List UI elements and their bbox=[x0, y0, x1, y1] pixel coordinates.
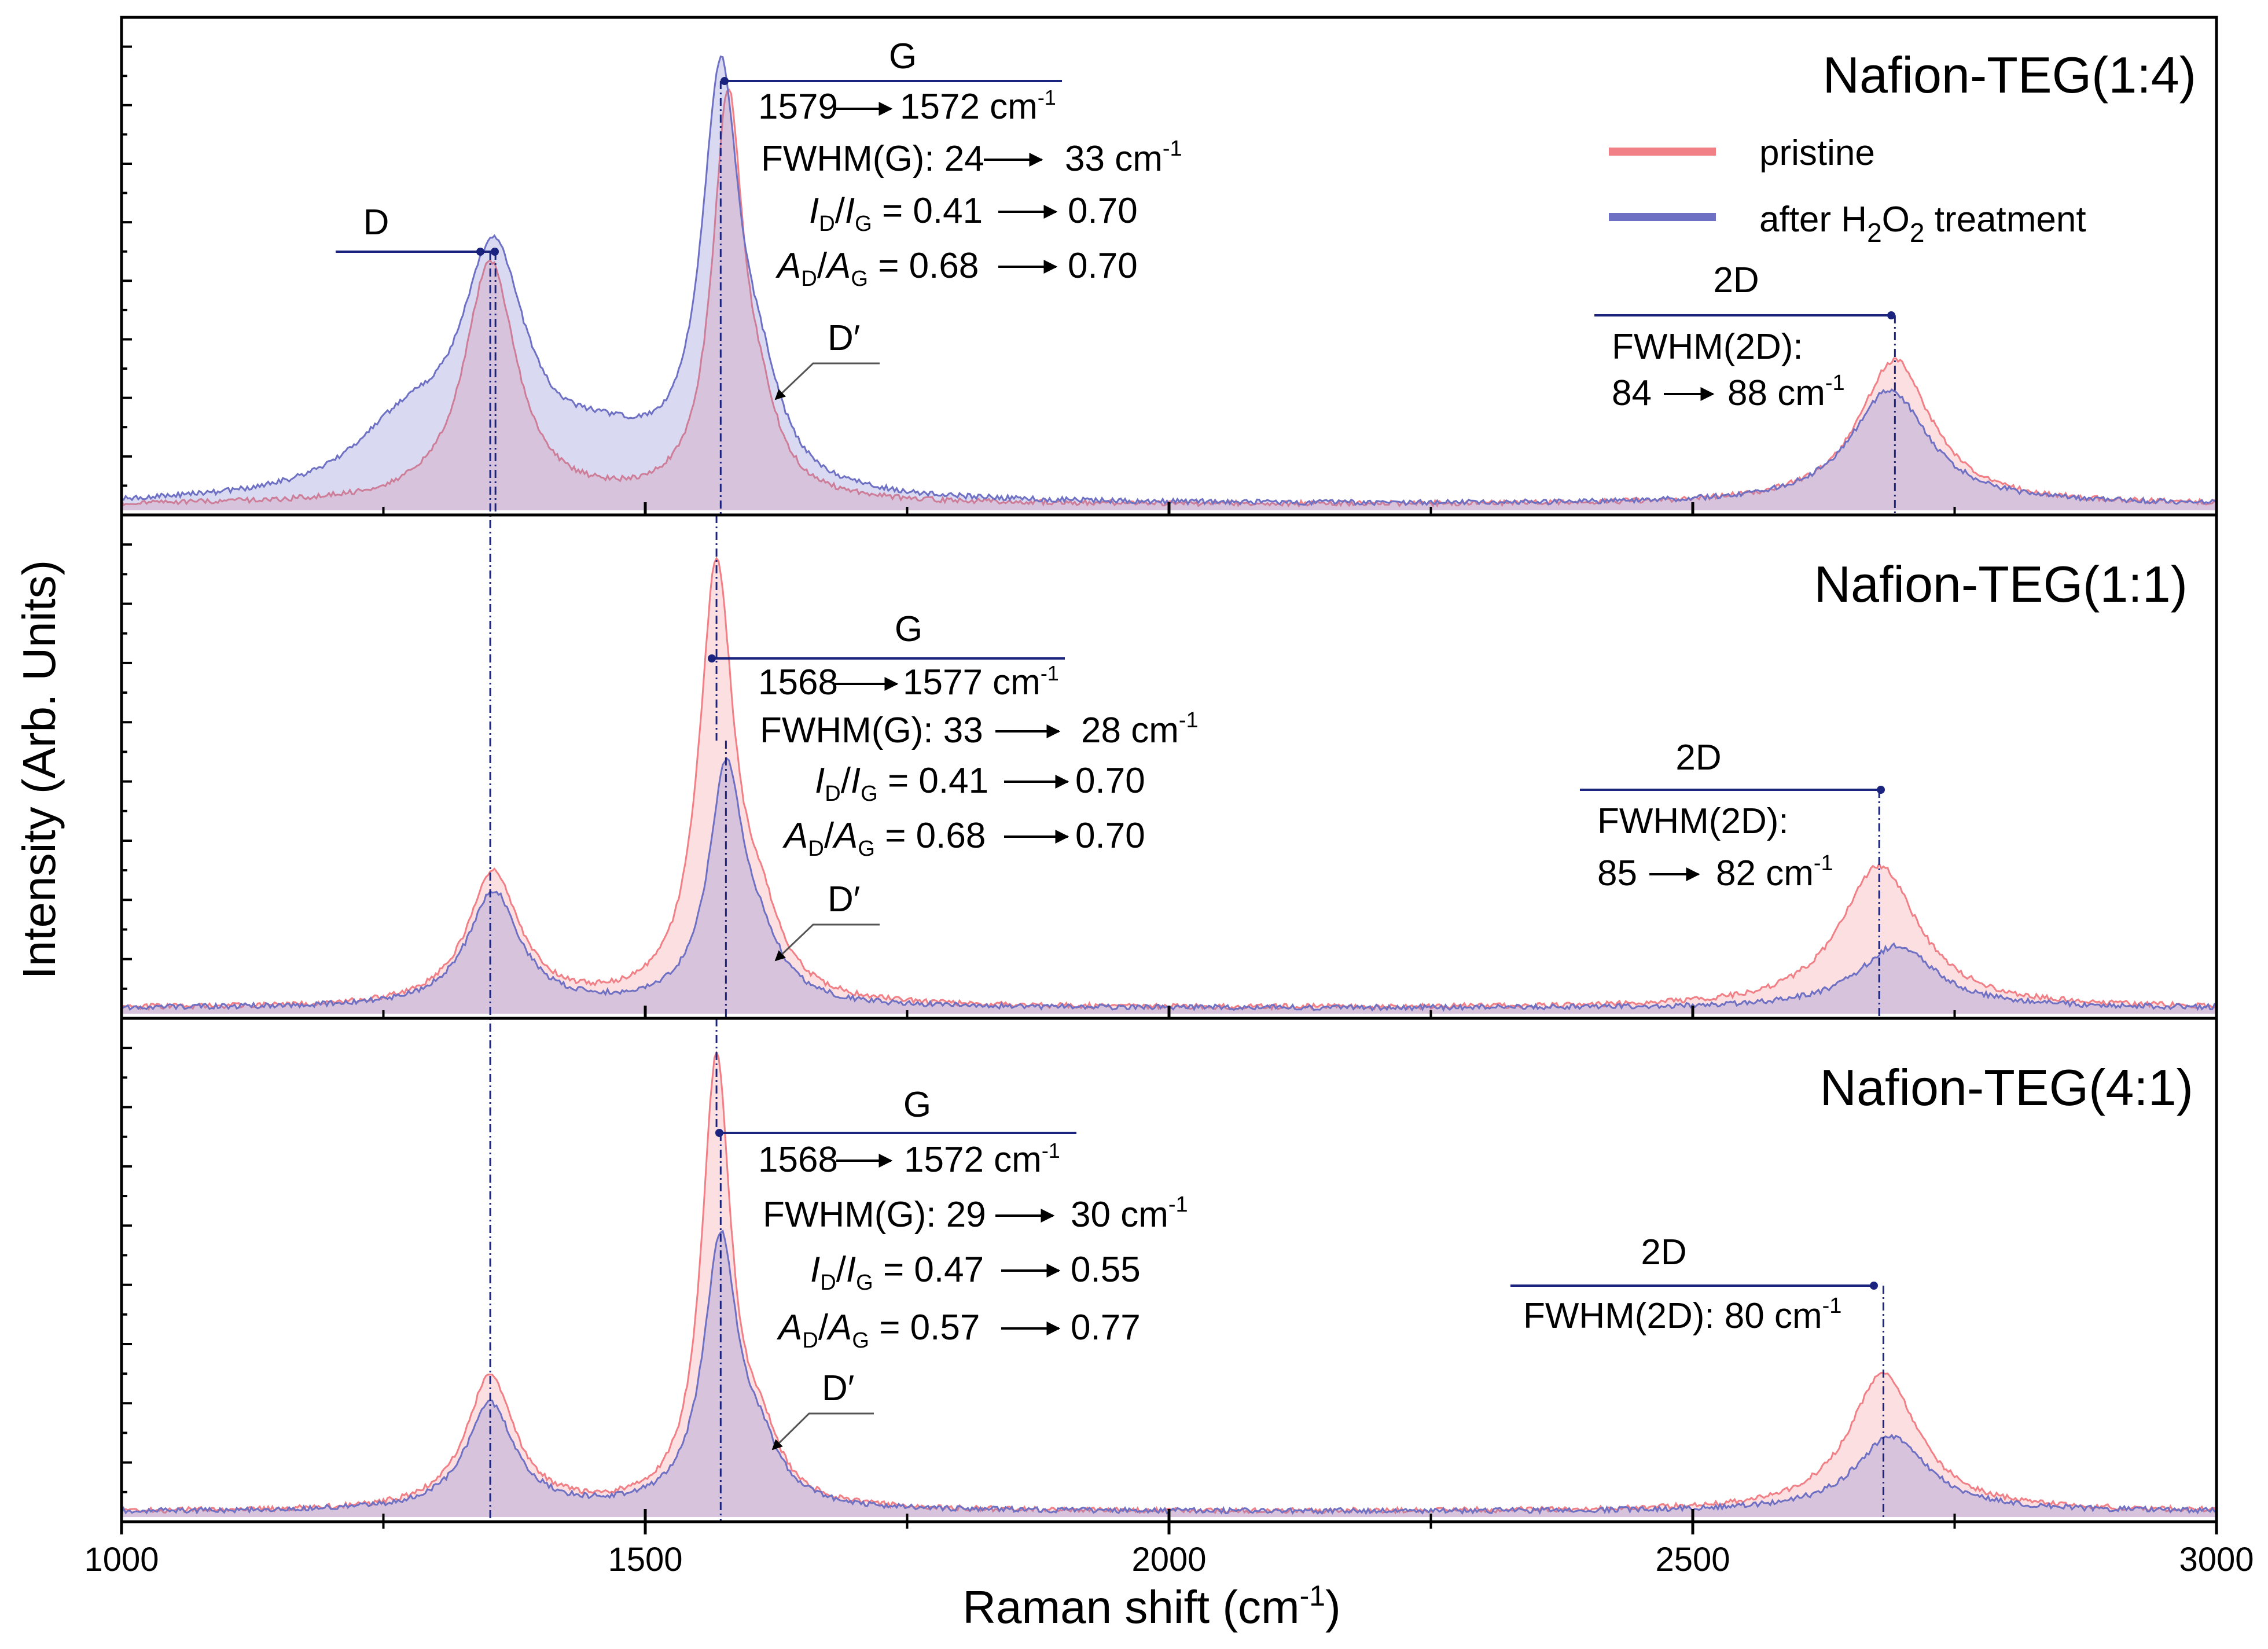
id-ig-to: 0.70 bbox=[1068, 191, 1138, 231]
x-axis-title: Raman shift (cm-1) bbox=[962, 1580, 1340, 1633]
twod-peak-label: 2D bbox=[1641, 1232, 1686, 1272]
fwhm-g-to: 33 cm-1 bbox=[1065, 137, 1182, 179]
spectrum-fill-pristine-panel-2 bbox=[122, 558, 2216, 1014]
fwhm-g-to: 28 cm-1 bbox=[1081, 708, 1199, 750]
fwhm-g-from: FWHM(G): 24 bbox=[761, 139, 984, 179]
panel-title-1: Nafion-TEG(1:4) bbox=[1822, 46, 2196, 104]
ad-ag-from: AD/AG = 0.57 bbox=[776, 1308, 980, 1353]
spectrum-fill-treated-panel-1 bbox=[122, 56, 2216, 511]
y-axis-title: Intensity (Arb. Units) bbox=[13, 560, 65, 980]
fwhm-2d-to: 82 cm-1 bbox=[1716, 851, 1833, 893]
d-marker-treated bbox=[491, 248, 499, 256]
spectra-layer bbox=[120, 55, 2218, 1517]
d-prime-pointer bbox=[774, 362, 880, 400]
d-marker-pristine bbox=[476, 248, 484, 256]
panel-1-annotations: D G 1579 1572 cm-1 FWHM(G): 24 33 cm-1 I… bbox=[336, 36, 1895, 413]
spectrum-fill-treated-panel-3 bbox=[122, 1231, 2216, 1517]
id-ig-from: ID/IG = 0.41 bbox=[815, 761, 988, 806]
x-tick-label-1000: 1000 bbox=[84, 1541, 159, 1578]
x-tick-label-1500: 1500 bbox=[608, 1541, 682, 1578]
fwhm-2d-from: 84 bbox=[1612, 373, 1652, 413]
fwhm-2d-from: 85 bbox=[1597, 853, 1637, 893]
panel-2-annotations: G 1568 1577 cm-1 FWHM(G): 33 28 cm-1 ID/… bbox=[708, 609, 1885, 962]
fwhm-2d-full: FWHM(2D): 80 cm-1 bbox=[1523, 1294, 1841, 1336]
d-peak-label: D bbox=[363, 203, 389, 242]
legend-label-treated: after H2O2 treatment bbox=[1759, 200, 2086, 248]
spectrum-line-pristine-panel-3 bbox=[121, 1050, 2218, 1515]
tick-layer bbox=[120, 45, 2218, 1534]
spectrum-line-pristine-panel-1 bbox=[120, 88, 2218, 508]
g-shift-from: 1568 bbox=[758, 662, 838, 702]
twod-marker bbox=[1877, 786, 1885, 794]
panel-title-2: Nafion-TEG(1:1) bbox=[1814, 555, 2188, 613]
panel-title-3: Nafion-TEG(4:1) bbox=[1819, 1059, 2193, 1116]
legend-label-pristine: pristine bbox=[1759, 133, 1875, 173]
fwhm-g-from: FWHM(G): 33 bbox=[760, 711, 983, 750]
g-shift-to: 1572 cm-1 bbox=[900, 86, 1056, 127]
d-prime-pointer bbox=[771, 1412, 874, 1451]
ad-ag-to: 0.70 bbox=[1068, 246, 1138, 286]
id-ig-from: ID/IG = 0.41 bbox=[809, 191, 983, 236]
g-shift-from: 1568 bbox=[758, 1140, 838, 1180]
g-peak-label: G bbox=[903, 1085, 931, 1125]
panel-3-annotations: G 1568 1572 cm-1 FWHM(G): 29 30 cm-1 ID/… bbox=[715, 1085, 1878, 1451]
g-marker bbox=[715, 1129, 723, 1137]
id-ig-to: 0.70 bbox=[1075, 761, 1145, 801]
g-shift-to: 1572 cm-1 bbox=[904, 1139, 1060, 1180]
ad-ag-from: AD/AG = 0.68 bbox=[782, 816, 986, 861]
twod-marker bbox=[1870, 1282, 1878, 1290]
ad-ag-to: 0.70 bbox=[1075, 816, 1145, 856]
x-tick-label-2000: 2000 bbox=[1131, 1541, 1206, 1578]
d-prime-label: D′ bbox=[822, 1368, 854, 1408]
legend: pristine after H2O2 treatment bbox=[1609, 133, 2086, 248]
guide-layer bbox=[489, 81, 1896, 1522]
g-shift-from: 1579 bbox=[758, 87, 838, 127]
ad-ag-from: AD/AG = 0.68 bbox=[775, 246, 979, 291]
x-tick-label-3000: 3000 bbox=[2179, 1541, 2254, 1578]
fwhm-g-from: FWHM(G): 29 bbox=[763, 1195, 986, 1235]
g-peak-label: G bbox=[889, 36, 917, 76]
twod-peak-label: 2D bbox=[1713, 260, 1759, 300]
d-prime-label: D′ bbox=[828, 318, 860, 358]
fwhm-g-to: 30 cm-1 bbox=[1071, 1192, 1188, 1235]
g-peak-label: G bbox=[895, 609, 922, 649]
id-ig-to: 0.55 bbox=[1071, 1250, 1141, 1290]
g-marker bbox=[721, 77, 729, 85]
twod-peak-label: 2D bbox=[1675, 738, 1721, 778]
fwhm-2d-label: FWHM(2D): bbox=[1597, 801, 1789, 841]
fwhm-2d-to: 88 cm-1 bbox=[1727, 371, 1845, 413]
fwhm-2d-label: FWHM(2D): bbox=[1612, 327, 1803, 367]
d-prime-label: D′ bbox=[828, 879, 860, 919]
twod-marker bbox=[1887, 311, 1895, 319]
g-shift-to: 1577 cm-1 bbox=[903, 661, 1059, 702]
id-ig-from: ID/IG = 0.47 bbox=[810, 1250, 984, 1295]
ad-ag-to: 0.77 bbox=[1071, 1308, 1141, 1348]
g-marker bbox=[708, 654, 716, 662]
x-tick-label-2500: 2500 bbox=[1655, 1541, 1730, 1578]
d-prime-pointer bbox=[774, 923, 880, 962]
